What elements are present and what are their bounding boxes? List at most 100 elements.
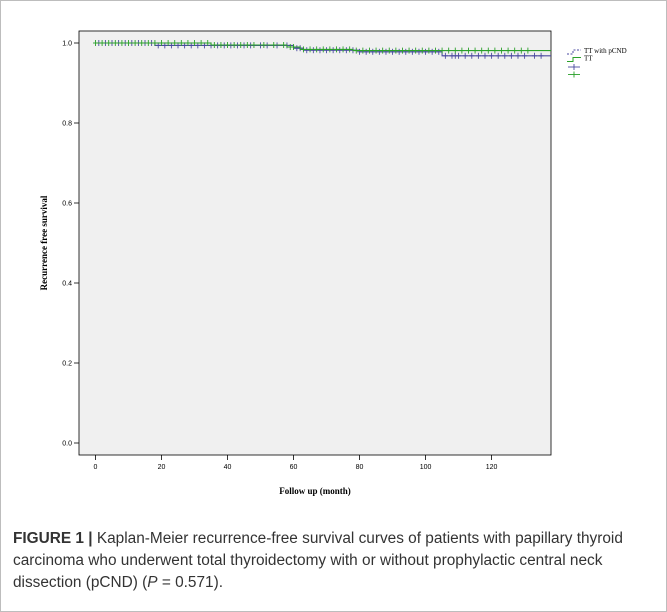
caption-text: Kaplan-Meier recurrence-free survival cu… xyxy=(13,530,623,591)
censor-mark xyxy=(531,52,537,59)
censor-mark xyxy=(462,52,468,59)
censor-mark xyxy=(518,47,524,54)
censor-mark xyxy=(459,47,465,54)
censor-mark xyxy=(409,48,415,55)
censor-mark xyxy=(492,47,498,54)
censor-mark xyxy=(327,46,333,53)
censor-mark xyxy=(211,42,217,48)
y-axis: 0.0 0.2 0.4 0.6 0.8 1.0 xyxy=(62,41,79,448)
censor-mark xyxy=(399,47,405,54)
censor-mark xyxy=(324,47,330,54)
censor-mark xyxy=(525,47,531,54)
censor-mark xyxy=(343,47,349,54)
censor-mark xyxy=(472,47,478,54)
y-tick-label: 0.2 xyxy=(62,361,72,368)
y-tick-label: 1.0 xyxy=(62,41,72,48)
censor-mark xyxy=(165,40,171,46)
x-axis-title: Follow up (month) xyxy=(279,486,351,496)
censor-mark xyxy=(99,40,105,46)
censor-mark xyxy=(238,42,244,48)
y-tick-label: 0.6 xyxy=(62,201,72,208)
censor-mark xyxy=(360,47,366,54)
censor-mark xyxy=(482,52,488,59)
censor-mark xyxy=(357,48,363,55)
censor-mark xyxy=(373,47,379,54)
censor-mark xyxy=(465,47,471,54)
x-tick-label: 40 xyxy=(224,464,232,471)
censor-mark xyxy=(251,42,257,48)
censor-mark xyxy=(172,40,178,46)
censor-mark xyxy=(317,47,323,54)
censor-mark xyxy=(403,48,409,55)
censor-mark xyxy=(159,40,165,46)
censor-mark xyxy=(145,40,151,46)
censor-mark xyxy=(485,47,491,54)
censor-mark xyxy=(333,46,339,53)
censor-mark xyxy=(396,48,402,55)
censor-mark xyxy=(413,47,419,54)
censor-mark xyxy=(522,52,528,59)
legend-censor-item xyxy=(568,71,580,78)
censor-mark xyxy=(512,47,518,54)
series-tt xyxy=(93,40,551,54)
censor-mark xyxy=(291,44,297,50)
x-tick-label: 0 xyxy=(94,464,98,471)
censor-mark xyxy=(281,42,287,48)
censor-mark xyxy=(261,42,267,48)
x-tick-label: 80 xyxy=(356,464,364,471)
censor-mark xyxy=(304,47,310,54)
censor-mark xyxy=(505,47,511,54)
censor-mark xyxy=(538,52,544,59)
censor-mark xyxy=(314,46,320,53)
censor-mark xyxy=(126,40,132,46)
y-tick-label: 0.8 xyxy=(62,121,72,128)
caption-p-value: = 0.571). xyxy=(157,574,224,591)
censor-mark xyxy=(205,40,211,46)
censor-mark xyxy=(307,46,313,53)
censor-mark xyxy=(446,47,452,54)
censor-mark xyxy=(185,40,191,46)
series-layer xyxy=(93,40,551,59)
censor-mark xyxy=(337,47,343,54)
p-value-symbol: P xyxy=(147,574,158,591)
censor-mark xyxy=(353,47,359,54)
censor-mark xyxy=(479,47,485,54)
x-tick-label: 60 xyxy=(290,464,298,471)
legend-item: TT with pCND xyxy=(567,47,627,55)
censor-mark xyxy=(310,47,316,54)
censor-mark xyxy=(380,47,386,54)
y-axis-title: Recurrence free survival xyxy=(39,195,49,290)
censor-mark xyxy=(489,52,495,59)
censor-mark xyxy=(376,48,382,55)
x-tick-label: 100 xyxy=(420,464,432,471)
censor-mark xyxy=(423,48,429,55)
censor-mark xyxy=(218,42,224,48)
censor-mark xyxy=(139,40,145,46)
censor-mark xyxy=(132,40,138,46)
censor-mark xyxy=(192,40,198,46)
censor-mark xyxy=(390,48,396,55)
y-tick-label: 0.0 xyxy=(62,441,72,448)
legend-label: TT with pCND xyxy=(584,47,627,55)
censor-mark xyxy=(469,52,475,59)
censor-mark xyxy=(112,40,118,46)
censor-mark xyxy=(386,47,392,54)
censor-mark xyxy=(419,47,425,54)
censor-mark xyxy=(366,47,372,54)
legend-item: TT xyxy=(567,55,593,63)
x-axis: 0 20 40 60 80 100 120 xyxy=(94,455,498,471)
censor-mark xyxy=(416,48,422,55)
censor-mark xyxy=(152,40,158,46)
censor-mark xyxy=(439,47,445,54)
censor-mark xyxy=(225,42,231,48)
censor-mark xyxy=(330,47,336,54)
x-tick-label: 20 xyxy=(158,464,166,471)
censor-mark xyxy=(347,46,353,53)
plot-area xyxy=(78,30,552,456)
censor-mark xyxy=(93,40,99,46)
censor-mark xyxy=(406,47,412,54)
censor-mark xyxy=(363,48,369,55)
figure-caption: FIGURE 1 | Kaplan-Meier recurrence-free … xyxy=(13,528,658,594)
